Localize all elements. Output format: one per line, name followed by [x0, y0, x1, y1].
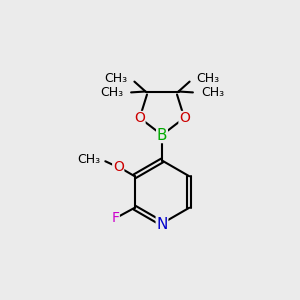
Text: B: B — [157, 128, 167, 142]
Text: O: O — [179, 112, 190, 125]
Text: CH₃: CH₃ — [77, 153, 100, 166]
Text: F: F — [111, 211, 119, 225]
Text: CH₃: CH₃ — [201, 86, 224, 100]
Text: CH₃: CH₃ — [104, 71, 128, 85]
Text: CH₃: CH₃ — [100, 86, 123, 100]
Text: N: N — [156, 217, 168, 232]
Text: CH₃: CH₃ — [196, 71, 220, 85]
Text: O: O — [113, 160, 124, 174]
Text: O: O — [134, 112, 145, 125]
